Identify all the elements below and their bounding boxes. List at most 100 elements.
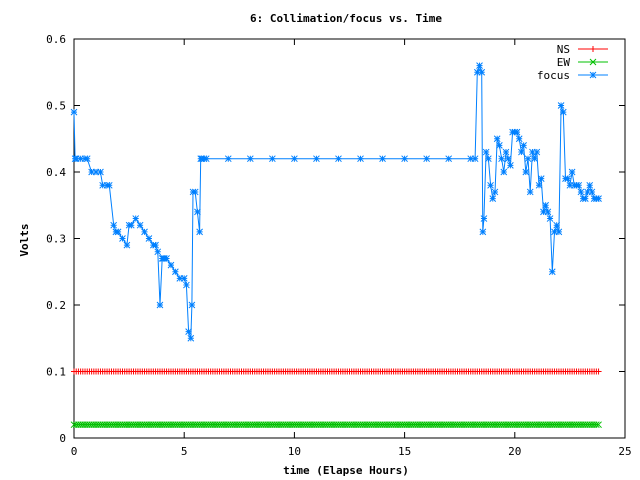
series-focus-point — [154, 248, 162, 256]
series-focus-point — [586, 181, 594, 189]
series-focus-point — [531, 155, 538, 163]
series-focus-point — [548, 268, 556, 276]
series-EW — [70, 421, 602, 429]
series-focus-point — [313, 155, 320, 163]
ticks: 0 5 10 15 20 25 0 0.1 0.2 0.3 0.4 0.5 0.6 — [46, 33, 632, 458]
series-focus-point — [487, 181, 494, 189]
series-focus-point — [540, 208, 547, 216]
series-focus-point — [555, 228, 563, 236]
series-focus-point — [595, 195, 602, 202]
plot-frame — [73, 38, 626, 439]
series-NS-point — [595, 368, 602, 375]
y-tick-label: 0.2 — [46, 299, 66, 312]
series-focus-point — [152, 241, 159, 249]
legend-marker-EW — [589, 58, 597, 66]
series-focus-point — [335, 155, 342, 163]
series-focus-point — [141, 228, 148, 236]
series-focus-point — [83, 155, 91, 163]
series-EW-point — [592, 421, 600, 429]
series-focus-point — [559, 108, 567, 116]
series-focus-point — [524, 155, 532, 163]
y-tick-label: 0.1 — [46, 366, 66, 379]
series-focus-point — [445, 155, 453, 163]
legend-label-EW: EW — [557, 56, 571, 69]
series-focus-point — [502, 148, 510, 156]
y-tick-label: 0.5 — [46, 100, 66, 113]
series-focus-point — [498, 155, 505, 163]
series-focus-point — [522, 168, 530, 176]
series-focus-point — [163, 255, 170, 262]
x-tick-label: 20 — [508, 445, 521, 458]
x-tick-label: 25 — [618, 445, 631, 458]
series-focus-point — [119, 235, 126, 242]
series-focus-point — [99, 181, 107, 189]
series-focus-point — [513, 128, 521, 136]
series-focus-point — [401, 155, 408, 163]
series-focus-point — [504, 155, 512, 163]
y-tick-label: 0.3 — [46, 233, 66, 246]
series-focus-point — [520, 142, 527, 149]
series-focus-point — [156, 301, 164, 309]
series-focus-point — [482, 148, 490, 156]
series-EW-point — [595, 421, 602, 429]
series-focus-point — [97, 168, 104, 176]
series-focus-point — [379, 155, 386, 163]
series-focus-point — [473, 68, 481, 76]
series-focus-point — [584, 188, 591, 196]
series-focus-point — [518, 148, 525, 156]
series-focus-point — [581, 195, 589, 202]
series-focus-point — [72, 155, 80, 163]
series-focus-point — [577, 188, 585, 196]
series-focus-point — [484, 155, 492, 163]
series-focus-point — [489, 195, 497, 202]
series-focus-point — [529, 148, 536, 156]
series-focus-point — [507, 161, 514, 169]
chart-title: 6: Collimation/focus vs. Time — [250, 12, 442, 25]
series-focus-point — [535, 181, 543, 189]
series-focus-point — [224, 155, 232, 163]
series-focus-point — [553, 221, 561, 229]
y-axis-label: Volts — [18, 223, 31, 256]
x-tick-label: 5 — [181, 445, 188, 458]
axes — [73, 38, 626, 439]
series-focus-point — [423, 155, 430, 163]
series-focus-point — [172, 268, 179, 276]
series-focus-point — [493, 135, 501, 143]
series-focus-point — [167, 261, 175, 269]
series-focus-point — [476, 62, 483, 69]
series-focus-point — [526, 188, 534, 196]
series-focus-point — [188, 301, 196, 309]
series-focus-line — [73, 64, 599, 339]
series-layer — [70, 62, 602, 429]
x-tick-label: 0 — [71, 445, 78, 458]
series-focus-point — [70, 108, 78, 116]
series-focus-point — [114, 228, 122, 236]
series-NS — [71, 368, 602, 375]
series-focus-point — [183, 281, 190, 289]
y-tick-label: 0.4 — [46, 166, 66, 179]
legend-label-focus: focus — [537, 69, 570, 82]
y-tick-label: 0.6 — [46, 33, 66, 46]
x-axis-label: time (Elapse Hours) — [283, 464, 409, 477]
series-focus-point — [544, 208, 552, 216]
series-focus-point — [191, 188, 199, 196]
series-focus — [70, 62, 602, 342]
legend-label-NS: NS — [557, 43, 570, 56]
series-focus-point — [566, 181, 574, 189]
series-focus-point — [568, 168, 576, 176]
series-focus-point — [551, 228, 558, 236]
series-focus-point — [269, 155, 276, 163]
series-focus-point — [185, 328, 192, 335]
series-focus-point — [542, 201, 550, 209]
series-focus-point — [196, 228, 203, 236]
x-tick-label: 10 — [288, 445, 301, 458]
series-focus-point — [564, 175, 572, 183]
series-focus-point — [88, 168, 95, 176]
series-focus-point — [246, 155, 254, 163]
series-focus-point — [77, 155, 84, 163]
y-tick-label: 0 — [59, 432, 66, 445]
series-focus-point — [136, 221, 144, 229]
series-focus-point — [588, 188, 596, 196]
